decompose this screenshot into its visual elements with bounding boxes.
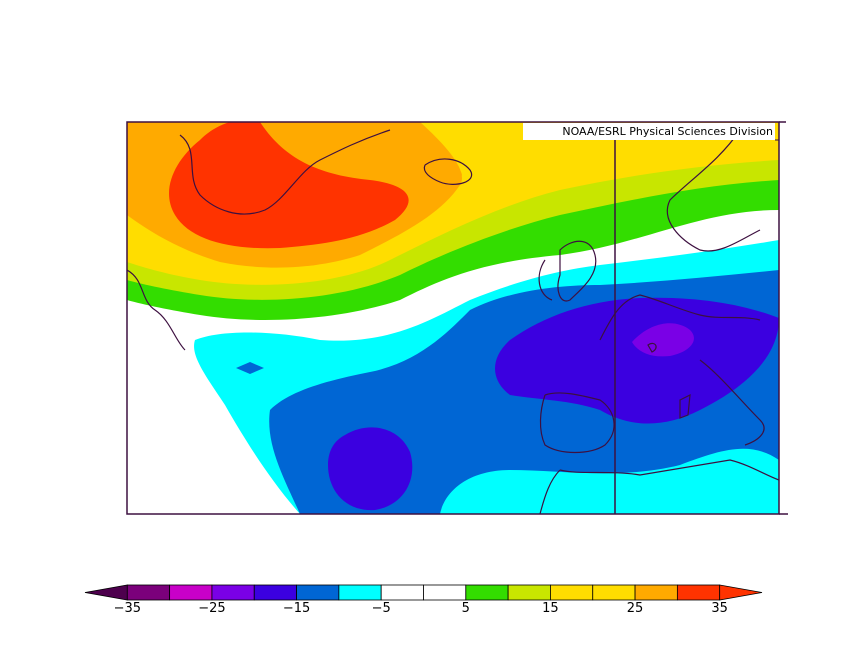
credit-label: NOAA/ESRL Physical Sciences Division xyxy=(523,123,775,140)
contour-fills xyxy=(127,122,779,514)
legend-swatch xyxy=(169,584,213,601)
legend-swatch xyxy=(423,584,467,601)
legend-swatch xyxy=(380,584,424,601)
color-legend xyxy=(84,584,763,601)
legend-swatch xyxy=(296,584,340,601)
legend-tick-label: −15 xyxy=(282,601,311,616)
legend-swatch xyxy=(338,584,382,601)
legend-tick-label: 25 xyxy=(626,601,644,616)
contour-band-30 xyxy=(169,122,409,249)
legend-swatch xyxy=(634,584,678,601)
legend-tick-label: −5 xyxy=(371,601,391,616)
legend-tick-label: 35 xyxy=(711,601,728,616)
legend-tick-label: −35 xyxy=(113,601,142,616)
map-frame xyxy=(126,121,780,515)
contour-band-minus20 xyxy=(632,323,694,357)
legend-swatch xyxy=(676,584,721,601)
contour-band-minus15b xyxy=(328,427,413,511)
contour-band-minus15c xyxy=(236,362,264,374)
legend-swatch xyxy=(507,584,551,601)
legend-swatch xyxy=(126,584,171,601)
legend-swatch xyxy=(550,584,594,601)
legend-swatch xyxy=(211,584,255,601)
legend-swatch xyxy=(719,584,763,601)
legend-tick-label: 5 xyxy=(461,601,470,616)
legend-tick-label: −25 xyxy=(198,601,226,616)
legend-swatch xyxy=(253,584,297,601)
legend-tick-label: 15 xyxy=(542,601,559,616)
contour-band-minus15 xyxy=(495,297,779,424)
contour-band-30b xyxy=(430,159,462,180)
legend-swatch xyxy=(84,584,128,601)
legend-swatch xyxy=(592,584,636,601)
legend-swatch xyxy=(465,584,509,601)
